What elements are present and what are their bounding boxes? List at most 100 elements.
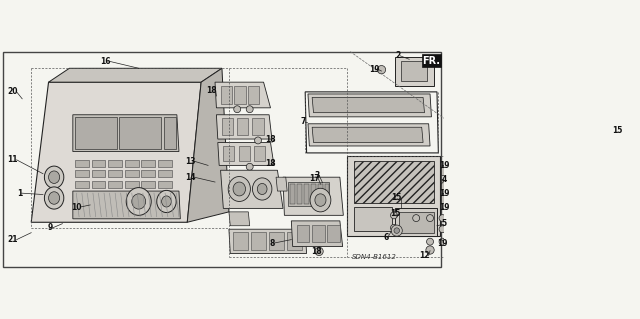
Ellipse shape xyxy=(255,137,262,144)
Polygon shape xyxy=(188,68,229,222)
Polygon shape xyxy=(308,124,430,146)
Polygon shape xyxy=(218,143,274,165)
Ellipse shape xyxy=(157,190,176,212)
Polygon shape xyxy=(215,82,271,108)
Bar xyxy=(304,184,308,204)
Ellipse shape xyxy=(310,188,331,212)
Polygon shape xyxy=(75,160,89,167)
Polygon shape xyxy=(312,127,423,143)
Ellipse shape xyxy=(257,183,267,195)
Ellipse shape xyxy=(427,238,433,245)
Polygon shape xyxy=(229,212,250,226)
Bar xyxy=(354,161,433,203)
Polygon shape xyxy=(75,181,89,188)
Polygon shape xyxy=(119,117,161,149)
Polygon shape xyxy=(75,170,89,177)
Text: 15: 15 xyxy=(392,194,402,203)
Ellipse shape xyxy=(233,182,246,196)
Ellipse shape xyxy=(315,194,326,206)
Polygon shape xyxy=(31,82,201,222)
Text: 18: 18 xyxy=(311,247,322,256)
Polygon shape xyxy=(141,181,156,188)
Polygon shape xyxy=(92,160,106,167)
Polygon shape xyxy=(422,55,441,67)
Bar xyxy=(396,57,433,86)
Polygon shape xyxy=(125,181,139,188)
Polygon shape xyxy=(269,232,284,250)
Ellipse shape xyxy=(246,163,253,170)
Text: 19: 19 xyxy=(438,203,449,211)
Polygon shape xyxy=(233,232,248,250)
Polygon shape xyxy=(222,118,233,135)
Text: 15: 15 xyxy=(390,210,401,219)
Ellipse shape xyxy=(315,247,323,256)
Text: 6: 6 xyxy=(383,233,388,242)
Ellipse shape xyxy=(44,187,64,209)
Polygon shape xyxy=(328,225,340,242)
Polygon shape xyxy=(305,92,438,153)
Text: SDN4-B1612: SDN4-B1612 xyxy=(352,254,397,260)
Ellipse shape xyxy=(126,188,151,215)
Ellipse shape xyxy=(427,215,433,222)
Polygon shape xyxy=(108,160,122,167)
Ellipse shape xyxy=(439,215,446,222)
Text: 18: 18 xyxy=(265,159,276,168)
Polygon shape xyxy=(125,170,139,177)
Polygon shape xyxy=(276,177,287,191)
Polygon shape xyxy=(216,115,272,139)
Text: 20: 20 xyxy=(7,87,18,96)
Ellipse shape xyxy=(439,226,446,233)
Text: 3: 3 xyxy=(314,171,319,180)
Text: 1: 1 xyxy=(17,189,22,198)
Polygon shape xyxy=(158,170,172,177)
Bar xyxy=(396,208,437,236)
Polygon shape xyxy=(239,146,250,161)
Ellipse shape xyxy=(162,196,172,207)
Polygon shape xyxy=(254,146,265,161)
Polygon shape xyxy=(223,146,234,161)
Polygon shape xyxy=(75,117,116,149)
Bar xyxy=(324,184,330,204)
Ellipse shape xyxy=(132,194,146,209)
Bar xyxy=(441,193,448,203)
Text: FR.: FR. xyxy=(422,56,440,66)
Polygon shape xyxy=(312,225,324,242)
Ellipse shape xyxy=(49,171,60,183)
Ellipse shape xyxy=(234,106,241,113)
Polygon shape xyxy=(108,170,122,177)
Ellipse shape xyxy=(426,246,434,254)
Text: 11: 11 xyxy=(7,155,18,164)
Ellipse shape xyxy=(390,224,397,231)
Text: 8: 8 xyxy=(269,239,275,248)
Polygon shape xyxy=(248,86,259,104)
Polygon shape xyxy=(221,170,283,208)
Polygon shape xyxy=(291,221,342,247)
Ellipse shape xyxy=(252,178,272,200)
Ellipse shape xyxy=(413,215,420,222)
Polygon shape xyxy=(312,97,424,113)
Polygon shape xyxy=(234,86,246,104)
Polygon shape xyxy=(251,232,266,250)
Bar xyxy=(401,61,428,81)
Text: 7: 7 xyxy=(300,117,306,126)
Text: 15: 15 xyxy=(612,126,623,135)
Ellipse shape xyxy=(390,212,397,219)
Text: 10: 10 xyxy=(71,203,81,211)
Bar xyxy=(317,184,323,204)
Polygon shape xyxy=(237,118,248,135)
Text: 21: 21 xyxy=(7,235,18,244)
Bar xyxy=(441,179,448,189)
Text: 17: 17 xyxy=(309,174,319,183)
Polygon shape xyxy=(73,115,179,152)
Polygon shape xyxy=(141,160,156,167)
Polygon shape xyxy=(164,117,176,149)
Text: 18: 18 xyxy=(206,86,217,95)
Text: 13: 13 xyxy=(185,157,195,166)
Polygon shape xyxy=(92,170,106,177)
Polygon shape xyxy=(108,181,122,188)
Text: 16: 16 xyxy=(100,57,111,66)
Polygon shape xyxy=(49,68,222,82)
Text: 2: 2 xyxy=(396,51,401,60)
Polygon shape xyxy=(229,229,307,254)
Bar xyxy=(288,182,330,206)
